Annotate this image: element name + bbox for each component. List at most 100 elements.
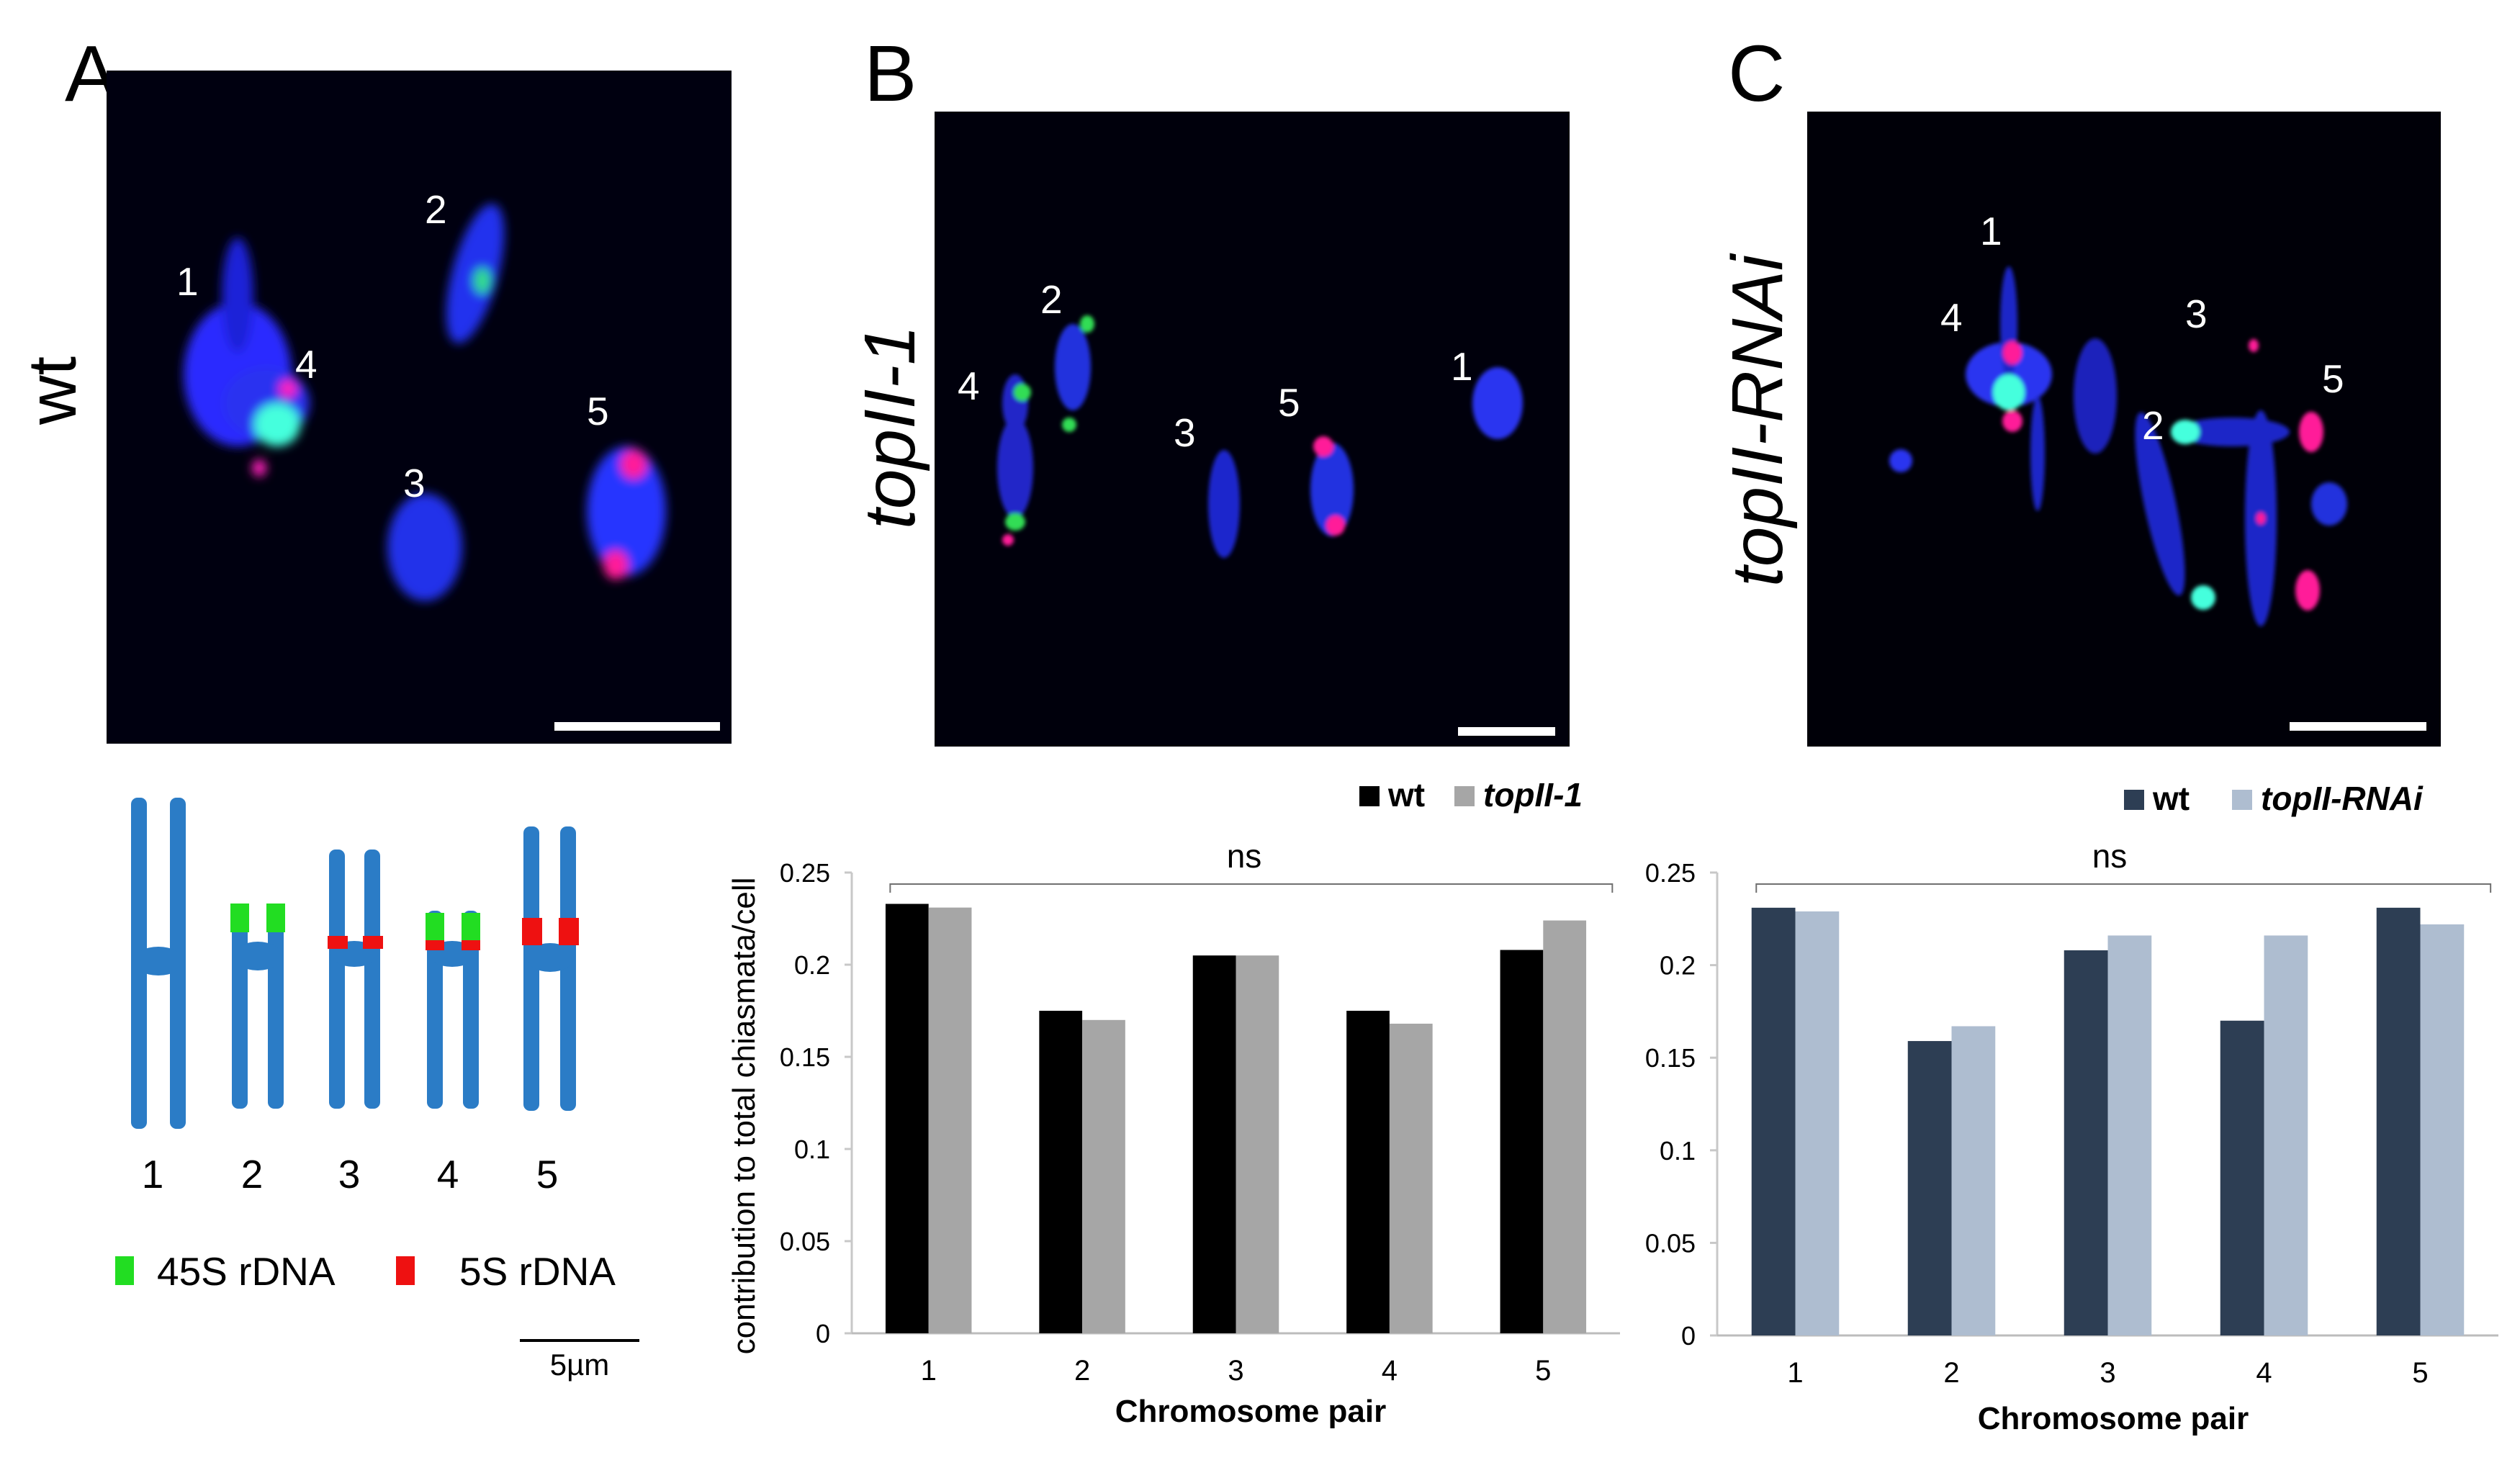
chart-x-tick-label: 5 — [1535, 1355, 1551, 1387]
chromosome-label: 5 — [1278, 380, 1300, 425]
idiogram-number: 2 — [241, 1152, 264, 1197]
idiogram-5S-band — [559, 918, 579, 945]
legend-swatch-5S — [396, 1256, 415, 1285]
chart-y-tick-label: 0.15 — [1645, 1043, 1696, 1073]
chart-bar-topII-RNAi-3 — [2107, 935, 2152, 1335]
chromosome-signals-topII-RNAi — [1889, 266, 2347, 626]
legend-label-45S: 45S rDNA — [157, 1249, 336, 1294]
chromosome-label: 3 — [2185, 292, 2208, 336]
micrograph-topII-RNAi: 1 4 3 2 5 — [1807, 112, 2441, 747]
chart-x-axis-label: Chromosome pair — [1978, 1401, 2249, 1436]
idiogram-5S-band — [363, 936, 383, 949]
chart-bar-wt-1 — [885, 904, 929, 1333]
panel-letter-c: C — [1728, 30, 1785, 118]
chromosome-label: 5 — [587, 389, 609, 433]
chart-y-tick-label: 0 — [1681, 1321, 1696, 1351]
chart-y-tick-label: 0.2 — [794, 950, 830, 980]
chart-y-tick-label: 0.15 — [780, 1042, 830, 1072]
chromosome-label: 1 — [1451, 344, 1473, 389]
chart-x-tick-label: 2 — [1943, 1357, 1959, 1389]
idiogram-chromosome-4 — [426, 911, 480, 1109]
chromosome-label: 4 — [958, 364, 980, 408]
genotype-label-topII-RNAi: topII-RNAi — [1717, 253, 1798, 587]
chromosome-label: 1 — [1980, 209, 2002, 253]
chart-y-axis-label: contribution to total chiasmata/cell — [726, 878, 762, 1355]
chart-bar-wt-1 — [1751, 907, 1796, 1335]
chart-bar-topII-1-2 — [1082, 1019, 1125, 1333]
chromosome-label: 2 — [2142, 403, 2164, 448]
chart-bar-wt-4 — [1346, 1011, 1390, 1333]
legend-label-topII-RNAi: topII-RNAi — [2261, 780, 2424, 817]
idiogram-chromosome-5 — [522, 826, 579, 1111]
chart-x-tick-label: 2 — [1074, 1355, 1090, 1387]
legend-swatch-topII-1 — [1454, 786, 1475, 806]
legend-swatch-topII-RNAi — [2232, 790, 2252, 810]
chart-bar-wt-2 — [1907, 1041, 1952, 1335]
scale-bar — [2290, 722, 2426, 731]
chromosome-label: 4 — [1940, 295, 1963, 340]
chart-y-tick-label: 0.2 — [1660, 951, 1696, 981]
legend-swatch-45S — [115, 1256, 134, 1285]
chart-bar-topII-1-3 — [1236, 955, 1279, 1333]
idiogram-number: 5 — [536, 1152, 559, 1197]
chart-bar-topII-RNAi-5 — [2420, 924, 2465, 1335]
diagram-scale-label: 5µm — [550, 1348, 610, 1382]
chart-x-tick-label: 1 — [921, 1355, 937, 1387]
chart-x-tick-label: 3 — [1228, 1355, 1243, 1387]
chromosome-label: 5 — [2322, 356, 2344, 401]
chart-x-tick-label: 4 — [1382, 1355, 1398, 1387]
chart-y-tick-label: 0.1 — [794, 1135, 830, 1164]
chart-bar-topII-RNAi-2 — [1951, 1026, 1996, 1335]
legend-swatch-wt — [2124, 790, 2144, 810]
chromosome-label: 4 — [295, 342, 318, 387]
chart-y-tick-label: 0.05 — [1645, 1228, 1696, 1258]
chart-x-tick-label: 1 — [1787, 1357, 1803, 1389]
chart-bar-wt-3 — [1192, 955, 1236, 1333]
idiogram-5S-band — [462, 940, 480, 950]
legend-label-wt: wt — [1387, 776, 1425, 814]
chart-bar-topII-RNAi-1 — [1795, 911, 1840, 1335]
chart-topII-RNAi: Chromosome pair ns wt topII-RNAi 0 0.05 0.… — [1645, 780, 2498, 1436]
legend-label-topII-1: topII-1 — [1483, 776, 1583, 814]
micrograph-wt: 1 2 3 4 5 — [107, 71, 732, 744]
idiogram-chromosome-3 — [328, 850, 383, 1109]
genotype-label-topII-1: topII-1 — [850, 325, 930, 530]
chromosome-idiogram: 1 2 3 4 5 45S rDNA 5S rDNA 5µm — [115, 798, 639, 1382]
idiogram-45S-band — [230, 904, 249, 932]
chromosome-label: 1 — [176, 259, 199, 304]
chart-y-tick-label: 0.1 — [1660, 1136, 1696, 1166]
legend-label-wt: wt — [2152, 780, 2190, 817]
chart-topII-1: contribution to total chiasmata/cell Chr… — [726, 776, 1620, 1429]
idiogram-5S-band — [426, 940, 444, 950]
chart-bar-topII-1-1 — [928, 907, 972, 1333]
chromosome-label: 3 — [403, 461, 426, 505]
chart-y-tick-label: 0.25 — [780, 858, 830, 888]
chromosome-label: 2 — [425, 187, 447, 232]
idiogram-45S-band — [266, 904, 285, 932]
chart-bar-topII-1-5 — [1543, 920, 1587, 1333]
scale-bar — [1458, 727, 1555, 736]
chart-x-tick-label: 4 — [2256, 1357, 2272, 1389]
idiogram-5S-band — [328, 936, 348, 949]
idiogram-45S-band — [462, 913, 480, 940]
chromosome-signals-wt — [184, 204, 666, 601]
chart-x-axis-label: Chromosome pair — [1115, 1394, 1387, 1429]
chart-annotation-ns: ns — [2092, 837, 2128, 875]
chromosome-signals-topII-1 — [997, 315, 1523, 558]
chart-y-tick-label: 0.25 — [1645, 858, 1696, 888]
chart-annotation-ns: ns — [1227, 837, 1262, 875]
chart-significance-bracket — [889, 883, 1614, 893]
legend-label-5S: 5S rDNA — [459, 1249, 616, 1294]
legend-swatch-wt — [1359, 786, 1380, 806]
chromosome-label: 2 — [1040, 277, 1063, 322]
chart-bar-wt-5 — [2376, 907, 2421, 1335]
chromosome-label: 3 — [1174, 410, 1196, 455]
chart-bar-wt-3 — [2064, 950, 2108, 1335]
genotype-label-wt: wt — [14, 356, 91, 425]
idiogram-number: 3 — [338, 1152, 361, 1197]
micrograph-topII-1: 2 4 3 5 1 — [935, 112, 1570, 747]
idiogram-5S-band — [522, 918, 542, 945]
chart-y-tick-label: 0 — [816, 1319, 830, 1348]
scale-bar — [554, 722, 720, 731]
